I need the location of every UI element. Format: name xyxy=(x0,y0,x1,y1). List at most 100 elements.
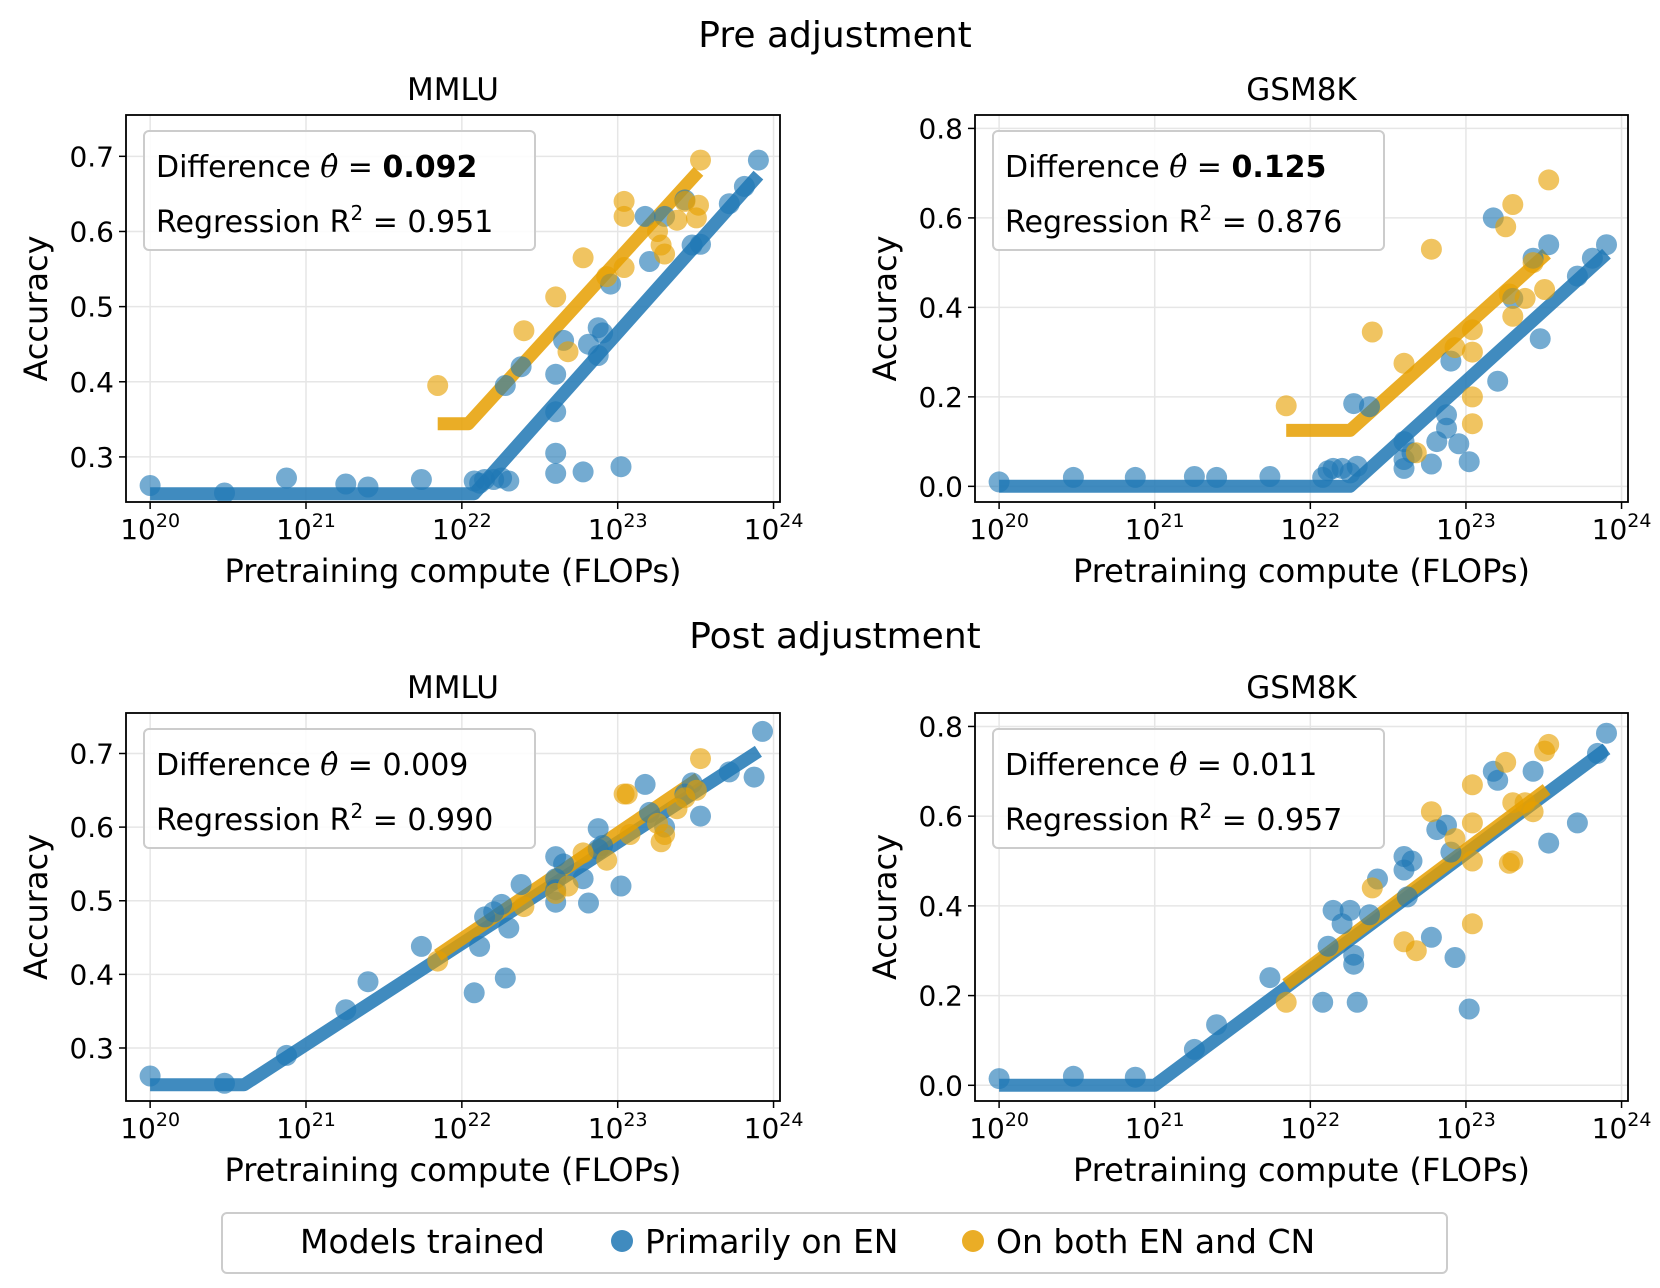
panel-title: GSM8K xyxy=(1246,72,1357,108)
point-cn xyxy=(666,209,688,231)
point-cn xyxy=(654,824,676,845)
x-axis-label: Pretraining compute (FLOPs) xyxy=(224,1151,681,1189)
y-axis-label: Accuracy xyxy=(17,834,55,980)
point-cn xyxy=(1534,279,1556,300)
regression-label: Regression R2 = 0.957 xyxy=(1005,799,1342,838)
panel-title: MMLU xyxy=(407,670,499,706)
point-en xyxy=(988,471,1010,493)
y-axis-label: Accuracy xyxy=(17,235,55,381)
point-en xyxy=(545,401,567,423)
point-en xyxy=(1317,935,1339,957)
plot-frame xyxy=(125,712,781,1102)
x-tick-label: 1023 xyxy=(588,1109,648,1145)
difference-label: Difference θ̂ = 0.092 xyxy=(156,150,477,185)
point-en xyxy=(469,472,491,494)
point-en xyxy=(1538,234,1560,256)
point-cn xyxy=(557,875,579,897)
point-cn xyxy=(1275,395,1297,417)
point-cn xyxy=(1495,216,1517,238)
y-tick-label: 0.3 xyxy=(69,441,114,474)
y-tick-label: 0.7 xyxy=(69,140,114,173)
x-tick-label: 1021 xyxy=(1125,1109,1185,1145)
point-en xyxy=(1587,742,1608,764)
legend-frame xyxy=(221,1212,1448,1274)
point-en xyxy=(510,874,532,895)
point-en xyxy=(1259,967,1281,989)
point-en xyxy=(747,149,769,171)
point-cn xyxy=(1461,850,1483,872)
point-en xyxy=(1317,460,1339,482)
point-en xyxy=(139,475,161,496)
x-tick-label: 1024 xyxy=(1592,1109,1652,1145)
point-cn xyxy=(545,286,567,308)
point-en xyxy=(498,917,520,939)
point-en xyxy=(752,720,773,742)
legend: Models trained Primarily on EN On both E… xyxy=(221,1212,1448,1274)
point-en xyxy=(510,356,532,378)
point-cn xyxy=(1461,774,1483,796)
point-en xyxy=(1487,370,1509,392)
point-en xyxy=(1566,812,1588,834)
point-en xyxy=(1259,466,1281,487)
point-en xyxy=(578,892,599,914)
point-en xyxy=(1124,1066,1146,1088)
point-en xyxy=(1346,991,1368,1013)
point-cn xyxy=(1461,341,1483,363)
point-cn xyxy=(513,896,535,918)
point-en xyxy=(410,469,432,490)
point-cn xyxy=(690,748,711,770)
point-cn xyxy=(613,257,635,278)
point-cn xyxy=(596,849,618,871)
point-cn xyxy=(1538,169,1560,191)
y-tick-label: 0.4 xyxy=(918,890,963,923)
point-en xyxy=(1448,433,1470,455)
point-en xyxy=(1312,991,1334,1013)
y-tick-label: 0.6 xyxy=(918,800,963,833)
point-cn xyxy=(613,205,635,227)
point-cn xyxy=(685,779,707,801)
stats-box xyxy=(143,728,536,849)
fit-line-cn xyxy=(1286,248,1551,437)
point-en xyxy=(1596,234,1617,256)
row-title-pre: Pre adjustment xyxy=(698,15,971,56)
x-tick-label: 1023 xyxy=(1436,1109,1496,1145)
point-en xyxy=(733,175,755,197)
point-en xyxy=(463,982,485,1004)
point-en xyxy=(553,853,575,875)
plot-frame xyxy=(125,114,781,503)
point-cn xyxy=(1361,321,1383,343)
panels: 0.3 0.4 0.5 0.6 0.7 1020 1021 1022 1023 1024 MMLU P… xyxy=(17,72,1651,1189)
regression-label: Regression R2 = 0.876 xyxy=(1005,201,1342,240)
panel-pre-gsm8k: 0.0 0.2 0.4 0.6 0.8 1020 1021 1022 1023 1024 GSM8K… xyxy=(866,72,1651,590)
point-cn xyxy=(688,194,709,216)
point-en xyxy=(410,935,432,957)
point-en xyxy=(1343,944,1365,966)
panel-title: MMLU xyxy=(407,72,499,108)
difference-label: Difference θ̂ = 0.009 xyxy=(156,748,468,783)
x-tick-label: 1020 xyxy=(120,1109,180,1145)
fit-line-en xyxy=(150,170,764,501)
point-en xyxy=(587,345,609,366)
point-cn xyxy=(572,247,594,269)
point-en xyxy=(1401,850,1423,872)
point-en xyxy=(1420,926,1442,948)
legend-marker-en xyxy=(611,1230,633,1252)
y-tick-label: 0.4 xyxy=(69,366,114,399)
point-en xyxy=(1124,466,1146,488)
x-tick-label: 1021 xyxy=(276,1109,336,1145)
y-tick-label: 0.6 xyxy=(69,811,114,844)
point-en xyxy=(276,467,297,489)
point-en xyxy=(1538,832,1560,854)
point-en xyxy=(1596,722,1617,744)
legend-label-cn: On both EN and CN xyxy=(996,1222,1315,1261)
point-en xyxy=(610,456,632,478)
panel-post-gsm8k: 0.0 0.2 0.4 0.6 0.8 1020 1021 1022 1023 1024 GSM8K… xyxy=(866,670,1651,1189)
regression-label: Regression R2 = 0.951 xyxy=(156,201,493,240)
point-en xyxy=(1420,453,1442,475)
point-en xyxy=(988,1068,1010,1090)
point-en xyxy=(545,462,567,484)
legend-marker-cn xyxy=(962,1230,984,1252)
point-en xyxy=(545,442,567,464)
point-cn xyxy=(690,149,711,171)
